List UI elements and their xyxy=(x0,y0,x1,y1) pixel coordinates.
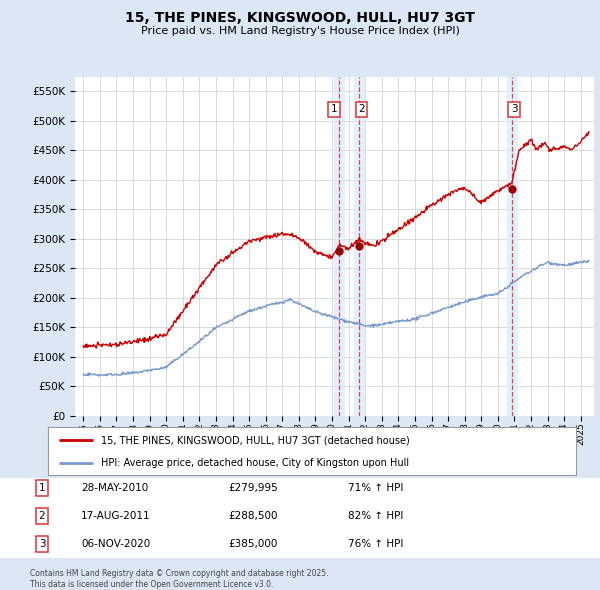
Text: Contains HM Land Registry data © Crown copyright and database right 2025.
This d: Contains HM Land Registry data © Crown c… xyxy=(30,569,329,589)
Bar xyxy=(334,77,344,416)
Text: Price paid vs. HM Land Registry's House Price Index (HPI): Price paid vs. HM Land Registry's House … xyxy=(140,26,460,36)
Text: 3: 3 xyxy=(38,539,46,549)
Text: 76% ↑ HPI: 76% ↑ HPI xyxy=(348,539,403,549)
Text: £279,995: £279,995 xyxy=(228,483,278,493)
Text: 06-NOV-2020: 06-NOV-2020 xyxy=(81,539,150,549)
Text: 15, THE PINES, KINGSWOOD, HULL, HU7 3GT: 15, THE PINES, KINGSWOOD, HULL, HU7 3GT xyxy=(125,11,475,25)
Text: £385,000: £385,000 xyxy=(228,539,277,549)
Text: 3: 3 xyxy=(511,104,518,114)
Text: 82% ↑ HPI: 82% ↑ HPI xyxy=(348,511,403,521)
Text: HPI: Average price, detached house, City of Kingston upon Hull: HPI: Average price, detached house, City… xyxy=(101,458,409,468)
Text: 1: 1 xyxy=(331,104,337,114)
Text: 15, THE PINES, KINGSWOOD, HULL, HU7 3GT (detached house): 15, THE PINES, KINGSWOOD, HULL, HU7 3GT … xyxy=(101,435,410,445)
Text: 2: 2 xyxy=(38,511,46,521)
Bar xyxy=(507,77,517,416)
Text: 28-MAY-2010: 28-MAY-2010 xyxy=(81,483,148,493)
Text: 17-AUG-2011: 17-AUG-2011 xyxy=(81,511,151,521)
Bar xyxy=(354,77,364,416)
Text: £288,500: £288,500 xyxy=(228,511,277,521)
Text: 1: 1 xyxy=(38,483,46,493)
Text: 2: 2 xyxy=(358,104,365,114)
Text: 71% ↑ HPI: 71% ↑ HPI xyxy=(348,483,403,493)
